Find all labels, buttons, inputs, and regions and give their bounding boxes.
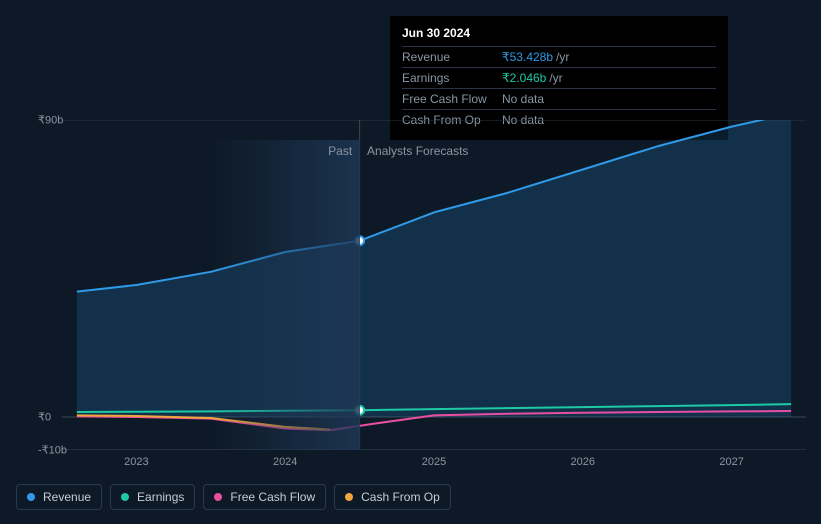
- legend-item-earnings[interactable]: Earnings: [110, 484, 195, 510]
- tooltip-date: Jun 30 2024: [402, 26, 716, 40]
- chart-legend: Revenue Earnings Free Cash Flow Cash From O…: [16, 484, 451, 510]
- x-axis-tick: 2024: [273, 456, 297, 468]
- tooltip-row-value: ₹2.046b: [502, 71, 546, 85]
- legend-dot: [345, 493, 353, 501]
- y-axis-tick: ₹0: [38, 411, 51, 424]
- legend-dot: [27, 493, 35, 501]
- legend-label: Cash From Op: [361, 490, 440, 504]
- y-axis-tick: -₹10b: [38, 444, 67, 457]
- y-axis-tick: ₹90b: [38, 114, 63, 127]
- tooltip-row: Earnings₹2.046b/yr: [402, 67, 716, 88]
- legend-dot: [121, 493, 129, 501]
- chart-svg: [16, 120, 806, 450]
- past-label: Past: [328, 144, 352, 158]
- x-axis-tick: 2027: [719, 456, 743, 468]
- tooltip-row-label: Earnings: [402, 71, 502, 85]
- tooltip-row-unit: /yr: [549, 71, 562, 85]
- tooltip-row-value: ₹53.428b: [502, 50, 553, 64]
- legend-label: Free Cash Flow: [230, 490, 315, 504]
- x-axis-tick: 2025: [422, 456, 446, 468]
- legend-item-revenue[interactable]: Revenue: [16, 484, 102, 510]
- legend-label: Earnings: [137, 490, 184, 504]
- tooltip-row-value: No data: [502, 92, 544, 106]
- forecast-label: Analysts Forecasts: [367, 144, 468, 158]
- tooltip-row-unit: /yr: [556, 50, 569, 64]
- legend-item-fcf[interactable]: Free Cash Flow: [203, 484, 326, 510]
- legend-dot: [214, 493, 222, 501]
- tooltip-row: Free Cash FlowNo data: [402, 88, 716, 109]
- legend-item-cfo[interactable]: Cash From Op: [334, 484, 451, 510]
- legend-label: Revenue: [43, 490, 91, 504]
- tooltip-row-label: Free Cash Flow: [402, 92, 502, 106]
- x-axis-tick: 2026: [571, 456, 595, 468]
- financials-chart[interactable]: ₹90b₹0-₹10b 20232024202520262027 Past An…: [16, 120, 806, 450]
- tooltip-row-label: Revenue: [402, 50, 502, 64]
- tooltip-row: Revenue₹53.428b/yr: [402, 46, 716, 67]
- x-axis-tick: 2023: [124, 456, 148, 468]
- past-region-shading: [211, 140, 360, 450]
